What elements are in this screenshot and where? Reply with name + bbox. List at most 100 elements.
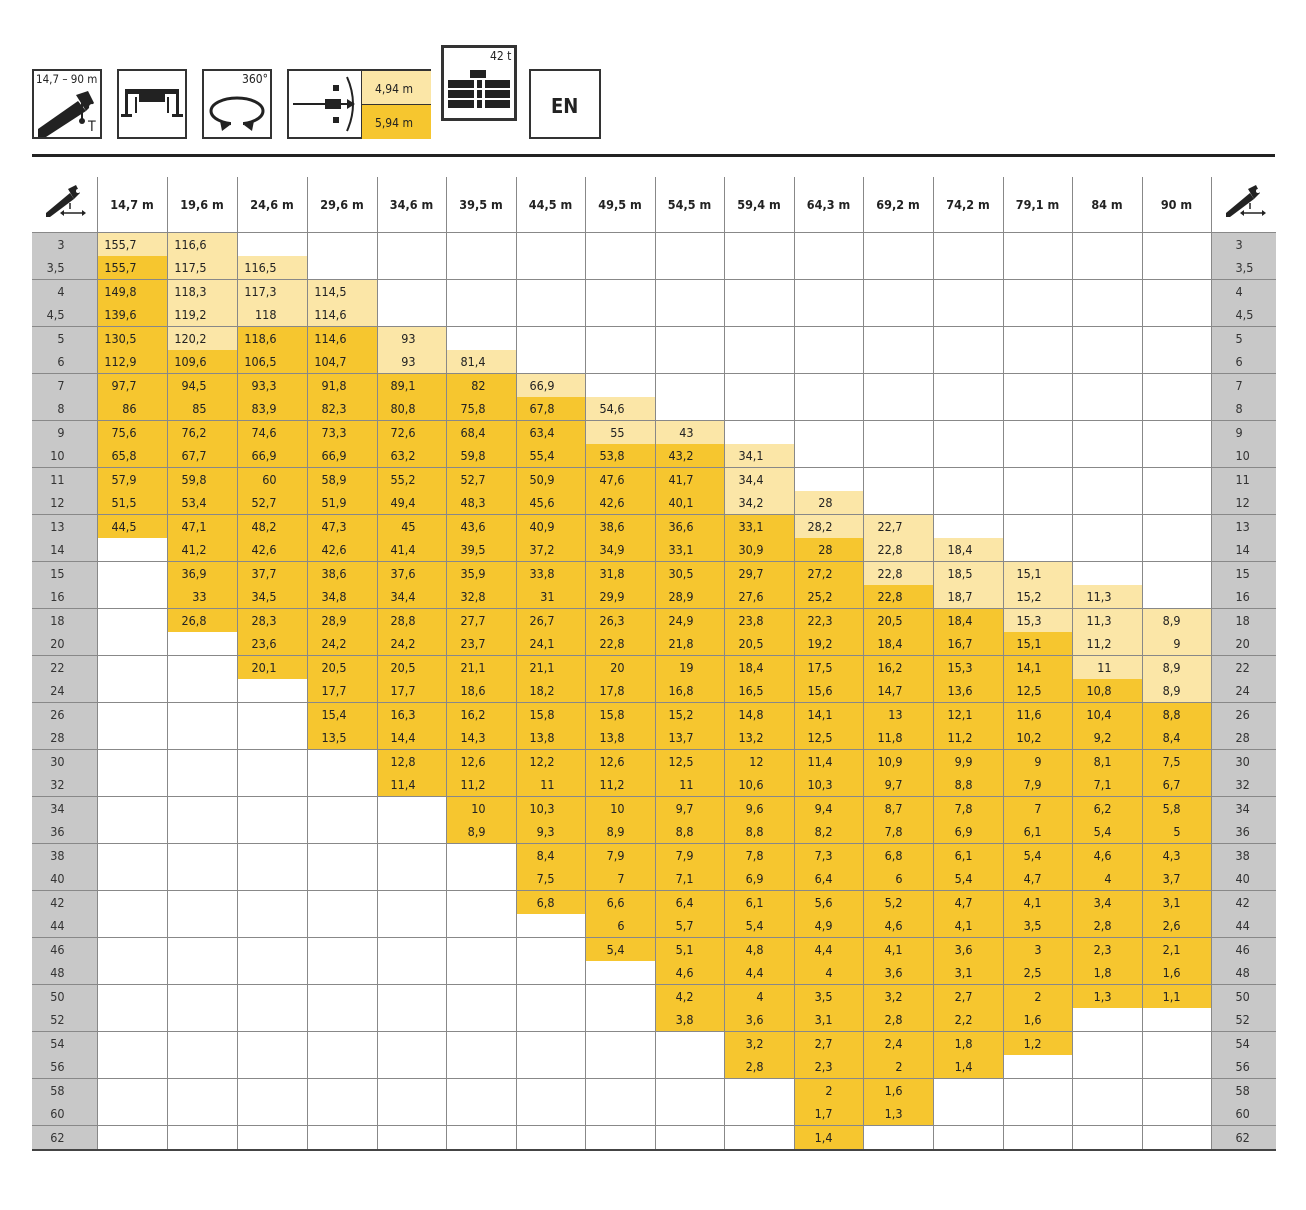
load-cell bbox=[515, 349, 585, 373]
table-row: 9 75,6 76,2 74,6 73,3 72,6 68,4 63,4 55 43 9 bbox=[32, 419, 1276, 444]
radius-cell-right: 24 bbox=[1210, 678, 1276, 702]
load-cell: 5,1 bbox=[654, 936, 724, 961]
load-cell: 1,7 bbox=[793, 1101, 863, 1125]
table-row: 54 3,2 2,7 2,4 1,8 1,2 54 bbox=[32, 1030, 1276, 1055]
counterweight-box: 42 t bbox=[441, 45, 517, 121]
load-cell: 3,5 bbox=[1002, 913, 1072, 937]
load-cell: 66,9 bbox=[306, 443, 377, 467]
load-cell: 23,8 bbox=[723, 607, 794, 632]
radius-cell: 46 bbox=[32, 936, 97, 961]
load-cell bbox=[1002, 1077, 1072, 1102]
load-cell bbox=[654, 396, 724, 420]
language-button[interactable]: EN bbox=[529, 69, 601, 139]
radius-cell-right: 42 bbox=[1210, 889, 1276, 914]
load-cell: 8,8 bbox=[723, 819, 794, 843]
load-cell bbox=[376, 819, 446, 843]
load-cell: 3 bbox=[1002, 936, 1072, 961]
column-header: 54,5 m bbox=[654, 177, 724, 232]
radius-cell-right: 11 bbox=[1210, 466, 1276, 491]
load-cell: 18,2 bbox=[515, 678, 585, 702]
load-cell bbox=[1141, 513, 1211, 538]
load-cell bbox=[306, 772, 377, 796]
load-cell: 33,8 bbox=[515, 560, 585, 585]
load-cell bbox=[236, 1007, 307, 1031]
load-cell bbox=[723, 349, 794, 373]
load-cell bbox=[166, 772, 237, 796]
load-cell bbox=[1002, 231, 1072, 256]
load-cell: 118,6 bbox=[236, 325, 307, 350]
load-cell bbox=[1141, 1124, 1211, 1151]
load-cell: 8,4 bbox=[515, 842, 585, 867]
load-cell bbox=[166, 842, 237, 867]
load-cell: 45 bbox=[376, 513, 446, 538]
load-cell: 9 bbox=[1141, 631, 1211, 655]
load-cell: 45,6 bbox=[515, 490, 585, 514]
load-cell: 13,8 bbox=[515, 725, 585, 749]
load-cell bbox=[1002, 490, 1072, 514]
load-cell: 8,9 bbox=[445, 819, 516, 843]
radius-cell-right: 4 bbox=[1210, 278, 1276, 303]
load-cell: 35,9 bbox=[445, 560, 516, 585]
load-cell bbox=[96, 936, 167, 961]
load-cell: 33 bbox=[166, 584, 237, 608]
load-cell bbox=[306, 748, 377, 773]
load-cell: 15,2 bbox=[1002, 584, 1072, 608]
load-cell bbox=[862, 325, 933, 350]
load-cell: 55 bbox=[584, 419, 655, 444]
load-cell bbox=[793, 396, 863, 420]
load-cell: 17,7 bbox=[376, 678, 446, 702]
load-cell bbox=[1002, 302, 1072, 326]
table-row: 11 57,9 59,8 60 58,9 55,2 52,7 50,9 47,6 41,7 34,4… bbox=[32, 466, 1276, 491]
load-cell: 27,6 bbox=[723, 584, 794, 608]
load-cell bbox=[1002, 443, 1072, 467]
load-cell bbox=[932, 396, 1003, 420]
load-cell: 17,7 bbox=[306, 678, 377, 702]
load-cell bbox=[862, 255, 933, 279]
table-row: 6 112,9 109,6 106,5 104,7 93 81,4 6 bbox=[32, 349, 1276, 373]
load-cell: 117,5 bbox=[166, 255, 237, 279]
load-cell bbox=[96, 654, 167, 679]
load-cell: 3,7 bbox=[1141, 866, 1211, 890]
load-cell: 36,6 bbox=[654, 513, 724, 538]
load-cell bbox=[1002, 325, 1072, 350]
radius-cell: 20 bbox=[32, 631, 97, 655]
table-row: 3 155,7 116,6 3 bbox=[32, 231, 1276, 256]
load-cell: 11 bbox=[654, 772, 724, 796]
load-cell: 11 bbox=[1071, 654, 1142, 679]
load-cell bbox=[376, 1007, 446, 1031]
load-cell bbox=[862, 443, 933, 467]
load-cell: 3,5 bbox=[793, 983, 863, 1008]
load-cell bbox=[1141, 231, 1211, 256]
column-header: 79,1 m bbox=[1002, 177, 1072, 232]
load-cell: 9,6 bbox=[723, 795, 794, 820]
load-cell bbox=[1071, 1030, 1142, 1055]
load-cell: 3,2 bbox=[723, 1030, 794, 1055]
load-cell: 42,6 bbox=[236, 537, 307, 561]
load-cell bbox=[862, 466, 933, 491]
table-row: 15 36,9 37,7 38,6 37,6 35,9 33,8 31,8 30,5 29,7 27… bbox=[32, 560, 1276, 585]
load-cell bbox=[1141, 1077, 1211, 1102]
load-cell: 83,9 bbox=[236, 396, 307, 420]
load-cell bbox=[445, 866, 516, 890]
load-cell: 72,6 bbox=[376, 419, 446, 444]
load-cell bbox=[236, 1077, 307, 1102]
load-cell: 114,6 bbox=[306, 302, 377, 326]
load-cell bbox=[654, 325, 724, 350]
radius-cell-right: 52 bbox=[1210, 1007, 1276, 1031]
table-row: 10 65,8 67,7 66,9 66,9 63,2 59,8 55,4 53,8 43,2 34… bbox=[32, 443, 1276, 467]
load-cell: 63,4 bbox=[515, 419, 585, 444]
load-cell: 8,8 bbox=[932, 772, 1003, 796]
load-cell: 76,2 bbox=[166, 419, 237, 444]
column-header: 90 m bbox=[1141, 177, 1211, 232]
load-cell: 32,8 bbox=[445, 584, 516, 608]
load-cell: 86 bbox=[96, 396, 167, 420]
load-cell: 12,1 bbox=[932, 701, 1003, 726]
load-cell bbox=[376, 255, 446, 279]
load-cell: 4,3 bbox=[1141, 842, 1211, 867]
load-cell bbox=[654, 1030, 724, 1055]
load-cell: 42,6 bbox=[306, 537, 377, 561]
load-cell: 11,2 bbox=[584, 772, 655, 796]
load-cell bbox=[932, 231, 1003, 256]
load-cell bbox=[584, 372, 655, 397]
radius-cell-right: 36 bbox=[1210, 819, 1276, 843]
